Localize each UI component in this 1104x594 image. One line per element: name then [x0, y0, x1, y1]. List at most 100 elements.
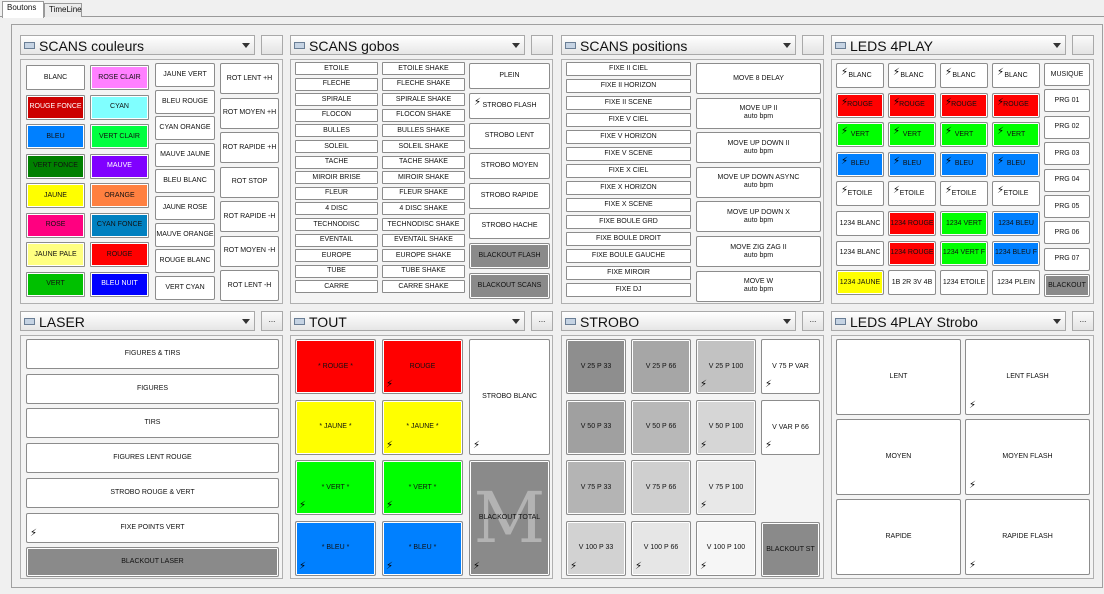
- mixed-color-button[interactable]: ROUGE BLANC: [155, 249, 215, 274]
- tout-color-button[interactable]: * JAUNE *: [295, 399, 376, 455]
- laser-program-button[interactable]: TIRS: [26, 408, 279, 439]
- strobo-preset-button[interactable]: V 100 P 33 ⚡︎: [566, 520, 626, 576]
- mixed-color-button[interactable]: VERT CYAN: [155, 275, 215, 300]
- led-strobo-button[interactable]: LENT FLASH ⚡︎: [965, 339, 1090, 415]
- gobo-effect-button[interactable]: STROBO FLASH ⚡︎: [469, 93, 550, 119]
- blackout-strobo-button[interactable]: BLACKOUT ST: [761, 522, 820, 577]
- strobo-preset-button[interactable]: V 75 P 33: [566, 460, 626, 515]
- led-strobo-button[interactable]: MOYEN FLASH ⚡︎: [965, 419, 1090, 495]
- gobo-button[interactable]: TACHE: [295, 155, 378, 169]
- led-program-button[interactable]: 1234 JAUNE: [836, 270, 884, 296]
- gobo-shake-button[interactable]: SPIRALE SHAKE: [382, 93, 465, 107]
- led-program-button[interactable]: VERT ⚡︎: [940, 122, 988, 148]
- led-program-button[interactable]: 1234 VERT F: [940, 240, 988, 266]
- tout-color-button[interactable]: ROUGE ⚡︎: [382, 339, 463, 394]
- laser-program-button[interactable]: FIGURES & TIRS: [26, 339, 279, 369]
- tout-color-button[interactable]: * VERT * ⚡︎: [382, 460, 463, 515]
- gobo-effect-button[interactable]: BLACKOUT FLASH: [469, 243, 550, 269]
- gobo-effect-button[interactable]: STROBO LENT: [469, 123, 550, 149]
- color-button[interactable]: VERT: [26, 271, 85, 297]
- led-program-button[interactable]: 1B 2R 3V 4B: [888, 270, 936, 296]
- gobo-button[interactable]: SOLEIL: [295, 140, 378, 153]
- panel-selector[interactable]: LEDS 4PLAY Strobo: [831, 311, 1066, 331]
- led-program-button[interactable]: BLEU ⚡︎: [888, 151, 936, 177]
- gobo-shake-button[interactable]: FLECHE SHAKE: [382, 77, 465, 91]
- gobo-button[interactable]: TUBE: [295, 264, 378, 278]
- led-prg-button[interactable]: PRG 01: [1044, 89, 1090, 113]
- led-prg-button[interactable]: PRG 07: [1044, 247, 1090, 271]
- led-strobo-button[interactable]: LENT: [836, 339, 961, 415]
- gobo-button[interactable]: FLEUR: [295, 186, 378, 200]
- color-button[interactable]: BLEU NUIT: [90, 271, 149, 297]
- color-button[interactable]: BLANC: [26, 65, 85, 90]
- position-move-button[interactable]: MOVE UP DOWN II auto bpm: [696, 132, 821, 164]
- gobo-button[interactable]: FLECHE: [295, 77, 378, 91]
- gobo-shake-button[interactable]: ETOILE SHAKE: [382, 62, 465, 75]
- gobo-shake-button[interactable]: SOLEIL SHAKE: [382, 140, 465, 153]
- led-prg-button[interactable]: PRG 06: [1044, 221, 1090, 245]
- strobo-preset-button[interactable]: V 75 P 100 ⚡︎: [696, 460, 756, 515]
- color-button[interactable]: ROSE CLAIR: [90, 65, 149, 90]
- position-fixe-button[interactable]: FIXE V CIEL: [566, 113, 691, 127]
- mixed-color-button[interactable]: BLEU ROUGE: [155, 89, 215, 114]
- blackout-laser-button[interactable]: BLACKOUT LASER: [26, 547, 279, 578]
- color-button[interactable]: ROUGE: [90, 242, 149, 267]
- chevron-down-icon[interactable]: [242, 319, 250, 324]
- gobo-shake-button[interactable]: EVENTAIL SHAKE: [382, 233, 465, 247]
- position-fixe-button[interactable]: FIXE BOULE GRD: [566, 215, 691, 229]
- strobo-var-button[interactable]: V VAR P 66 ⚡︎: [761, 400, 820, 455]
- color-button[interactable]: VERT CLAIR: [90, 124, 149, 149]
- chevron-down-icon[interactable]: [1053, 43, 1061, 48]
- gobo-shake-button[interactable]: CARRE SHAKE: [382, 280, 465, 294]
- chevron-down-icon[interactable]: [783, 43, 791, 48]
- led-program-button[interactable]: ROUGE ⚡︎: [992, 92, 1040, 118]
- tab-timeline[interactable]: TimeLine: [44, 3, 82, 17]
- strobo-preset-button[interactable]: V 100 P 100 ⚡︎: [696, 520, 756, 576]
- mixed-color-button[interactable]: JAUNE ROSE: [155, 196, 215, 220]
- led-program-button[interactable]: 1234 VERT: [940, 211, 988, 236]
- tout-color-button[interactable]: * ROUGE *: [295, 339, 376, 394]
- led-program-button[interactable]: BLEU ⚡︎: [992, 151, 1040, 177]
- led-program-button[interactable]: ETOILE ⚡︎: [992, 181, 1040, 207]
- led-program-button[interactable]: ROUGE ⚡︎: [888, 92, 936, 118]
- gobo-button[interactable]: MIROIR BRISE: [295, 171, 378, 185]
- chevron-down-icon[interactable]: [512, 319, 520, 324]
- led-program-button[interactable]: 1234 PLEIN: [992, 270, 1040, 296]
- led-program-button[interactable]: 1234 BLANC: [836, 211, 884, 236]
- gobo-button[interactable]: TECHNODISC: [295, 218, 378, 231]
- led-program-button[interactable]: BLANC ⚡︎: [992, 63, 1040, 88]
- panel-options-button[interactable]: [531, 35, 553, 55]
- led-program-button[interactable]: 1234 ROUGE: [888, 211, 936, 236]
- laser-program-button[interactable]: STROBO ROUGE & VERT: [26, 477, 279, 508]
- rotation-button[interactable]: ROT STOP: [220, 166, 279, 198]
- gobo-button[interactable]: EVENTAIL: [295, 233, 378, 247]
- led-program-button[interactable]: VERT ⚡︎: [888, 122, 936, 148]
- position-fixe-button[interactable]: FIXE V HORIZON: [566, 130, 691, 144]
- led-program-button[interactable]: VERT ⚡︎: [836, 122, 884, 148]
- mixed-color-button[interactable]: CYAN ORANGE: [155, 116, 215, 141]
- led-strobo-button[interactable]: MOYEN: [836, 419, 961, 495]
- gobo-button[interactable]: BULLES: [295, 124, 378, 138]
- position-move-button[interactable]: MOVE ZIG ZAG II auto bpm: [696, 236, 821, 267]
- chevron-down-icon[interactable]: [512, 43, 520, 48]
- gobo-button[interactable]: CARRE: [295, 280, 378, 294]
- led-program-button[interactable]: VERT ⚡︎: [992, 122, 1040, 148]
- led-program-button[interactable]: BLANC ⚡︎: [836, 63, 884, 88]
- panel-options-button[interactable]: [802, 35, 824, 55]
- gobo-shake-button[interactable]: TUBE SHAKE: [382, 264, 465, 278]
- led-program-button[interactable]: BLEU ⚡︎: [836, 151, 884, 177]
- position-fixe-button[interactable]: FIXE X HORIZON: [566, 181, 691, 195]
- color-button[interactable]: JAUNE PALE: [26, 242, 85, 267]
- panel-options-button[interactable]: ...: [261, 311, 283, 331]
- tout-color-button[interactable]: * VERT * ⚡︎: [295, 460, 376, 515]
- led-program-button[interactable]: 1234 ETOILE: [940, 270, 988, 296]
- strobo-preset-button[interactable]: V 50 P 33: [566, 399, 626, 455]
- rotation-button[interactable]: ROT LENT -H: [220, 270, 279, 301]
- led-program-button[interactable]: BLANC ⚡︎: [940, 63, 988, 88]
- laser-program-button[interactable]: FIXE POINTS VERT ⚡︎: [26, 512, 279, 543]
- position-fixe-button[interactable]: FIXE BOULE DROIT: [566, 232, 691, 246]
- led-strobo-button[interactable]: RAPIDE FLASH ⚡︎: [965, 499, 1090, 575]
- led-program-button[interactable]: BLANC ⚡︎: [888, 63, 936, 88]
- gobo-shake-button[interactable]: MIROIR SHAKE: [382, 171, 465, 185]
